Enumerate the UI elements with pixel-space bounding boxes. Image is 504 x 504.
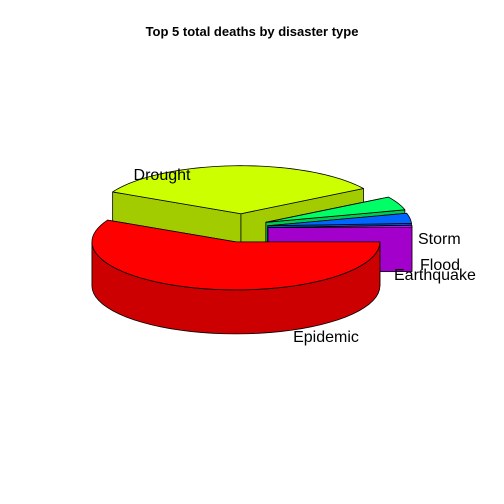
pie-slices (91, 165, 413, 335)
slice-label-flood: Flood (420, 257, 460, 274)
slice-earthquake-top (265, 196, 406, 223)
slice-label-epidemic: Epidemic (293, 329, 359, 346)
slice-flood-top (267, 212, 412, 227)
slice-epidemic-top (112, 165, 364, 215)
slice-label-drought: Drought (134, 167, 191, 184)
slice-label-earthquake: Earthquake (394, 267, 476, 284)
slice-storm-top (267, 224, 413, 229)
slice-drought-top (91, 219, 381, 291)
chart-title: Top 5 total deaths by disaster type (146, 24, 359, 39)
slice-drought (91, 219, 381, 335)
slice-label-storm: Storm (418, 231, 461, 248)
